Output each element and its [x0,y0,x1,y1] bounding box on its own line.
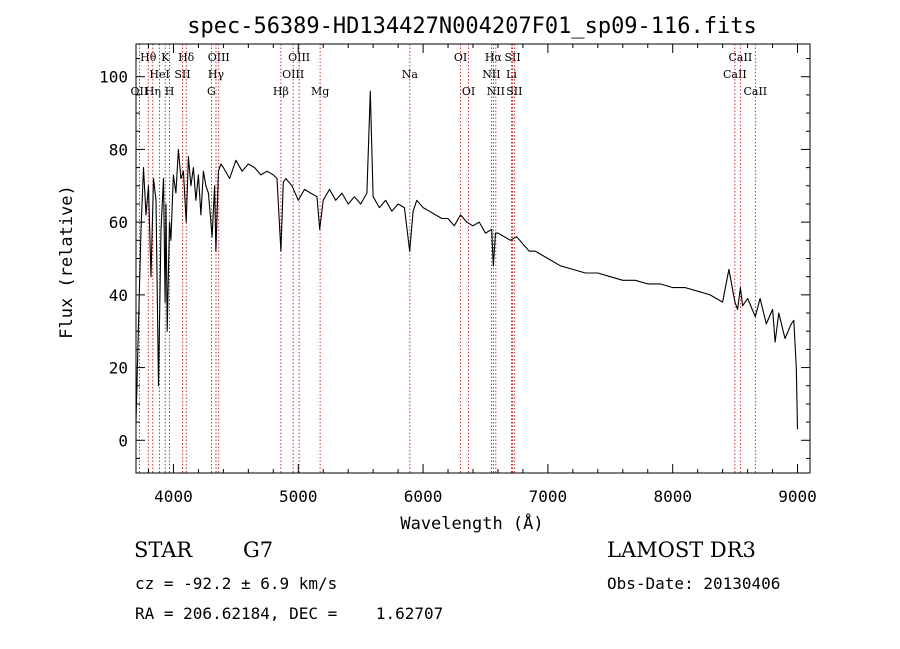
x-tick-label-0: 4000 [154,487,193,506]
line-label-5: H [165,85,175,98]
coordinates: RA = 206.62184, DEC = 1.62707 [135,604,444,623]
object-class: STAR [134,538,193,562]
object-subclass: G7 [243,538,274,562]
x-tick-label-4: 8000 [653,487,692,506]
line-label-8: G [207,85,216,98]
line-label-11: Hβ [273,85,289,98]
chart-title: spec-56389-HD134427N004207F01_sp09-116.f… [187,14,757,39]
line-label-22: SII [504,51,520,64]
line-label-20: NII [487,85,505,98]
x-axis-label: Wavelength (Å) [400,512,543,534]
line-label-0: OII [131,85,149,98]
line-label-25: CaII [729,51,753,64]
x-tick-label-5: 9000 [778,487,817,506]
line-label-9: Hγ [208,68,225,81]
x-tick-label-1: 5000 [279,487,318,506]
line-label-12: OIII [282,68,304,81]
line-label-10: OIII [208,51,230,64]
line-label-21: Li [506,68,517,81]
line-label-15: Na [402,68,419,81]
line-label-14: Mg [311,85,329,98]
y-tick-label-5: 100 [99,68,128,87]
y-tick-label-0: 0 [118,431,128,450]
line-label-19: Hα [485,51,503,64]
emission-line-markers: OII Hθ Hη HeI K H SII Hδ G Hγ OIII Hβ OIII OIII Mg Na OI… [131,44,767,473]
series-layer [135,90,799,430]
line-label-7: Hδ [178,51,195,64]
line-label-2: Hη [145,85,161,98]
line-label-6: SII [174,68,190,81]
y-tick-label-3: 60 [109,213,128,232]
line-label-3: HeI [149,68,169,81]
observation-date: Obs-Date: 20130406 [607,574,781,593]
x-tick-label-3: 7000 [529,487,568,506]
survey-name: LAMOST DR3 [607,538,756,562]
line-label-26: CaII [743,85,767,98]
spectrum-series-line [135,90,799,430]
line-label-23: SII [506,85,522,98]
line-label-24: CaII [723,68,747,81]
line-label-16: OI [454,51,467,64]
axis-ticks: 4000 5000 6000 7000 8000 9000 0 20 40 60 80 100 [99,44,817,506]
line-label-4: K [161,51,170,64]
redshift-velocity: cz = -92.2 ± 6.9 km/s [135,574,338,593]
line-label-13: OIII [288,51,310,64]
line-label-17: OI [462,85,475,98]
y-tick-label-4: 80 [109,140,128,159]
plot-frame [135,43,811,474]
y-tick-label-1: 20 [109,359,128,378]
y-axis-label: Flux (relative) [57,185,77,339]
y-tick-label-2: 40 [109,286,128,305]
line-label-1: Hθ [140,51,157,64]
x-tick-label-2: 6000 [404,487,443,506]
line-label-18: NII [482,68,500,81]
